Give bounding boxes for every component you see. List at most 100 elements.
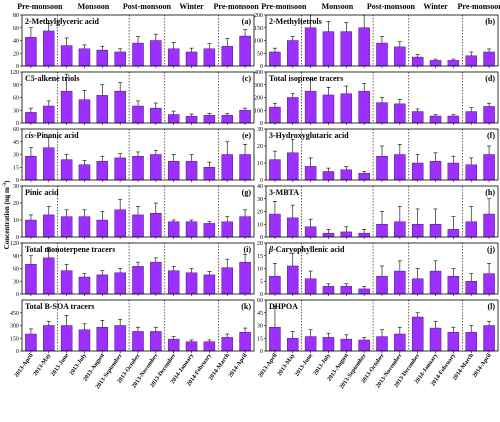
bar (376, 224, 388, 238)
season-label: Post-monsoon (367, 2, 416, 11)
bar (150, 331, 162, 352)
bar (60, 159, 73, 181)
bar (96, 327, 109, 352)
bar (43, 325, 55, 352)
bar (25, 264, 37, 295)
bar (269, 51, 281, 67)
panel-f: 0 10 20 30 3-Hydroxyglutaric acid (f) (257, 127, 499, 184)
panel-title-text: 3-MBTA (269, 188, 299, 197)
bar (483, 154, 495, 181)
bar (340, 31, 353, 67)
bar (465, 164, 477, 181)
panel-letter: (b) (485, 17, 495, 26)
y-tick-label: 20 (257, 144, 263, 150)
bar (167, 48, 180, 67)
y-tick-label: 300 (10, 324, 19, 330)
y-tick-label: 30 (13, 108, 19, 114)
bar (78, 216, 91, 238)
bar (221, 267, 233, 295)
bar (221, 221, 233, 238)
y-tick-label: 30 (13, 184, 19, 190)
y-tick-label: 200 (254, 96, 263, 102)
y-tick-label: 0 (260, 64, 263, 70)
panel-title-text: C5-alkene triols (25, 74, 79, 83)
bar (394, 46, 406, 67)
bar (287, 152, 299, 181)
y-tick-label: 30 (257, 127, 263, 133)
y-tick-label: 400 (254, 70, 263, 76)
bar (132, 266, 144, 295)
bar (150, 212, 162, 238)
bar (78, 276, 91, 295)
bar (96, 274, 109, 295)
y-tick-label: 0 (16, 235, 19, 241)
y-tick-label: 120 (10, 241, 19, 247)
panel-title: 2-Methyltetrols (269, 17, 322, 26)
bar (132, 155, 144, 181)
panel-title: Total isoprene tracers (269, 74, 343, 83)
bar (60, 90, 73, 124)
panel-title-text: Pinic acid (25, 188, 59, 197)
panel-title-text: DHPOA (269, 302, 298, 311)
month-label: 2013-April (258, 352, 279, 378)
bar (322, 232, 335, 238)
y-tick-label: 30 (257, 324, 263, 330)
bar (185, 221, 198, 238)
y-tick-label: 150 (10, 336, 19, 342)
panel-l: 0 15 30 45 60 DHPOA (l) (257, 298, 499, 355)
y-tick-label: 200 (254, 13, 263, 19)
bar (114, 51, 126, 67)
bar (43, 257, 55, 295)
bar (411, 224, 424, 238)
bar (150, 40, 162, 67)
bar (411, 111, 424, 124)
bar (185, 272, 198, 295)
bar (358, 232, 370, 238)
bar (358, 288, 370, 295)
bar (25, 219, 37, 238)
month-label: 2013-May (33, 353, 53, 377)
bar (465, 221, 477, 238)
y-tick-label: 90 (13, 254, 19, 260)
bar (304, 278, 317, 295)
bar (60, 216, 73, 238)
bar (167, 221, 180, 238)
bar (78, 164, 91, 181)
panel-title: Total monoterpene tracers (25, 245, 115, 254)
bar (269, 106, 281, 124)
panel-title: 3-Hydroxyglutaric acid (269, 131, 349, 140)
y-tick-label: 20 (13, 201, 19, 207)
y-tick-label: 45 (257, 311, 263, 317)
bar (150, 154, 162, 181)
bar (203, 341, 216, 352)
y-tick-label: 0 (260, 235, 263, 241)
panel-title: Total B-SOA tracers (25, 302, 94, 311)
bar (287, 338, 299, 352)
y-tick-label: 450 (10, 311, 19, 317)
bar (96, 95, 109, 124)
bar (60, 325, 73, 352)
bar (465, 55, 477, 67)
bar (447, 60, 460, 67)
bar (78, 99, 91, 124)
bar (394, 333, 406, 352)
bar (221, 154, 233, 181)
bar (221, 46, 233, 67)
month-label: 2013-May (277, 353, 297, 377)
bar (132, 42, 144, 67)
season-label: Pre-monsoon (261, 2, 307, 11)
bar (411, 56, 424, 67)
y-tick-label: 60 (13, 267, 19, 273)
panel-d: 0 100 200 300 400 Total isoprene tracers (d) (254, 70, 499, 127)
season-label: Monsoon (78, 2, 110, 11)
bar (429, 60, 442, 67)
bar (304, 226, 317, 238)
y-tick-label: 0 (16, 121, 19, 127)
panel-title: C5-alkene triols (25, 74, 79, 83)
bar (114, 209, 126, 238)
bar (340, 286, 353, 295)
y-tick-label: 60 (13, 26, 19, 32)
bar (239, 110, 251, 124)
panel-a: 0 20 40 60 80 2-Methylglyceric acid (a) (13, 13, 255, 70)
